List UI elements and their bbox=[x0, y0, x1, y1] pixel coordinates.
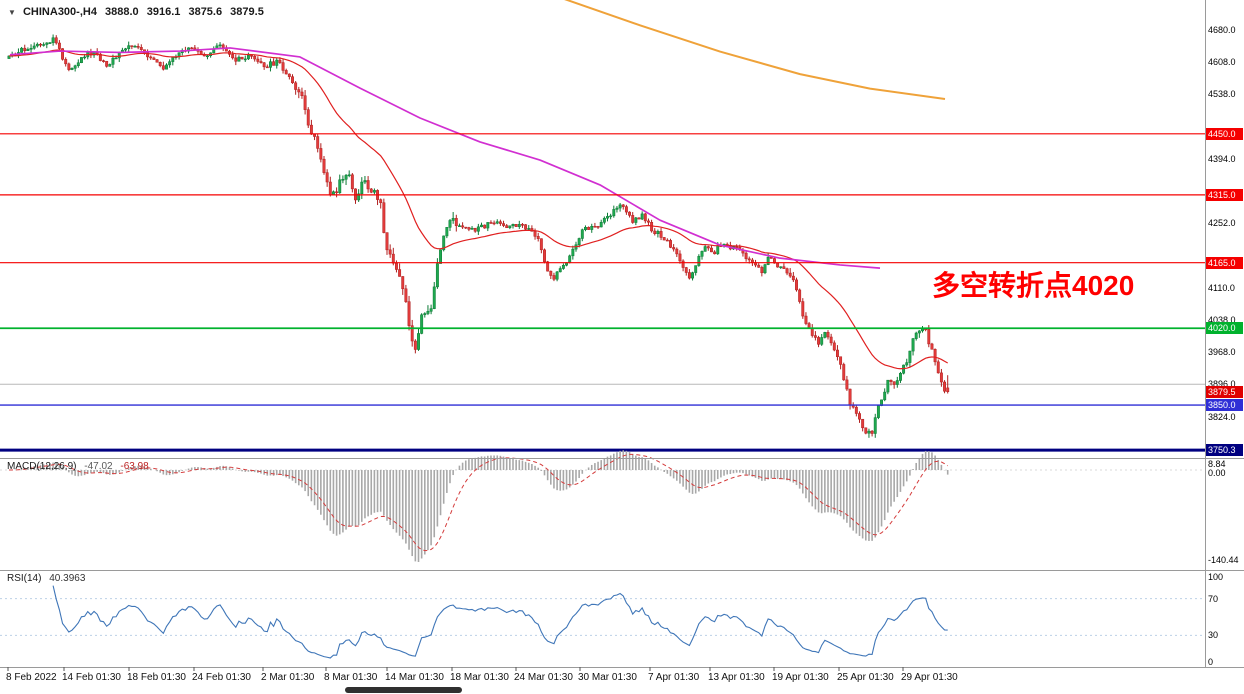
price-tag: 3750.3 bbox=[1206, 444, 1243, 457]
bar-close-value: 3879.5 bbox=[230, 6, 264, 18]
price-tick-label: 4252.0 bbox=[1208, 218, 1236, 229]
time-label: 29 Apr 01:30 bbox=[901, 672, 958, 683]
time-label: 24 Mar 01:30 bbox=[514, 672, 573, 683]
price-tick-label: 4680.0 bbox=[1208, 24, 1236, 35]
price-tick-label: 4538.0 bbox=[1208, 89, 1236, 100]
time-label: 30 Mar 01:30 bbox=[578, 672, 637, 683]
price-tag: 4020.0 bbox=[1206, 322, 1243, 335]
rsi-name: RSI(14) bbox=[7, 573, 42, 584]
price-tag: 3850.0 bbox=[1206, 399, 1243, 412]
time-label: 18 Mar 01:30 bbox=[450, 672, 509, 683]
macd-axis-max-label: 8.84 bbox=[1208, 459, 1226, 469]
macd-indicator-label: MACD(12,26,9) -47.02 -63.98 bbox=[7, 461, 149, 472]
time-label: 19 Apr 01:30 bbox=[772, 672, 829, 683]
rsi-value: 40.3963 bbox=[49, 573, 86, 584]
bar-open-value: 3888.0 bbox=[105, 6, 139, 18]
macd-axis-zero-label: 0.00 bbox=[1208, 468, 1226, 478]
time-label: 2 Mar 01:30 bbox=[261, 672, 315, 683]
rsi-axis-label: 70 bbox=[1208, 593, 1219, 604]
price-tick-label: 4038.0 bbox=[1208, 315, 1236, 326]
price-tick-label: 3968.0 bbox=[1208, 346, 1236, 357]
rsi-axis-label: 30 bbox=[1208, 630, 1219, 641]
time-label: 25 Apr 01:30 bbox=[837, 672, 894, 683]
rsi-indicator-label: RSI(14) 40.3963 bbox=[7, 573, 85, 584]
price-tick-label: 4608.0 bbox=[1208, 57, 1236, 68]
time-label: 7 Apr 01:30 bbox=[648, 672, 700, 683]
h-scrollbar-thumb[interactable] bbox=[345, 687, 462, 693]
price-tick-label: 3824.0 bbox=[1208, 411, 1236, 422]
symbol-ohlc-bar: ▼ CHINA300-,H4 3888.0 3916.1 3875.6 3879… bbox=[8, 6, 264, 18]
macd-signal-value: -63.98 bbox=[120, 461, 149, 472]
macd-axis-min-label: -140.44 bbox=[1208, 555, 1239, 565]
rsi-axis-label: 100 bbox=[1208, 572, 1224, 582]
chart-annotation-text[interactable]: 多空转折点4020 bbox=[932, 270, 1135, 301]
price-tick-label: 4110.0 bbox=[1208, 282, 1235, 293]
price-tag: 4450.0 bbox=[1206, 127, 1243, 140]
time-label: 18 Feb 01:30 bbox=[127, 672, 186, 683]
price-tick-label: 4394.0 bbox=[1208, 154, 1236, 165]
price-tag: 3879.5 bbox=[1206, 385, 1243, 398]
bar-low-value: 3875.6 bbox=[188, 6, 223, 18]
time-label: 8 Feb 2022 bbox=[6, 672, 57, 683]
price-tag: 4165.0 bbox=[1206, 256, 1243, 269]
time-label: 8 Mar 01:30 bbox=[324, 672, 378, 683]
macd-main-value: -47.02 bbox=[84, 461, 113, 472]
macd-name: MACD(12,26,9) bbox=[7, 461, 77, 472]
price-tag: 4315.0 bbox=[1206, 188, 1243, 201]
symbol-title: CHINA300-,H4 bbox=[22, 6, 97, 18]
time-label: 14 Mar 01:30 bbox=[385, 672, 444, 683]
time-label: 13 Apr 01:30 bbox=[708, 672, 765, 683]
rsi-axis-label: 0 bbox=[1208, 657, 1214, 667]
collapse-ohlc-icon[interactable]: ▼ bbox=[8, 8, 16, 17]
price-tick-label: 3896.0 bbox=[1208, 379, 1236, 390]
time-label: 14 Feb 01:30 bbox=[62, 672, 121, 683]
time-label: 24 Feb 01:30 bbox=[192, 672, 251, 683]
bar-high-value: 3916.1 bbox=[146, 6, 181, 18]
